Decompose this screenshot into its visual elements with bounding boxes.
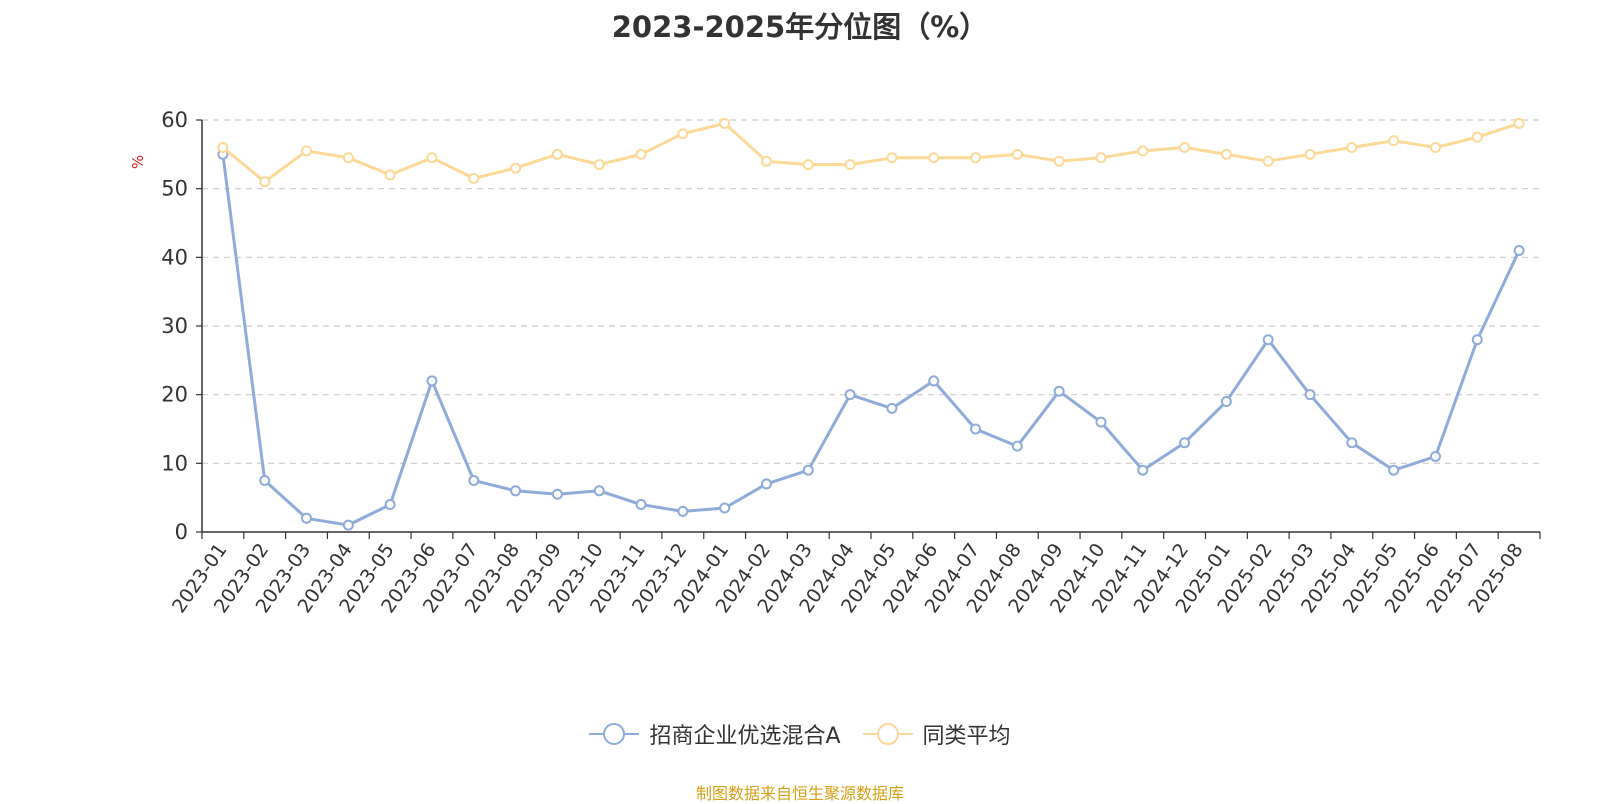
legend-item-series-2[interactable]: 同类平均	[862, 718, 1011, 750]
data-point-series-2[interactable]	[1304, 148, 1316, 160]
legend-marker-series-2	[862, 723, 913, 745]
data-point-series-1[interactable]	[1513, 244, 1525, 256]
data-point-series-1[interactable]	[1346, 437, 1358, 449]
data-point-series-2[interactable]	[970, 152, 982, 164]
data-point-series-2[interactable]	[1137, 145, 1149, 157]
data-point-series-2[interactable]	[1346, 141, 1358, 153]
data-point-series-1[interactable]	[719, 502, 731, 514]
data-point-series-1[interactable]	[928, 375, 940, 387]
data-point-series-1[interactable]	[551, 488, 563, 500]
data-point-series-1[interactable]	[1220, 396, 1232, 408]
data-point-series-2[interactable]	[1513, 117, 1525, 129]
data-point-series-1[interactable]	[1304, 389, 1316, 401]
data-point-series-1[interactable]	[1053, 385, 1065, 397]
y-tick-label-0: 0	[175, 520, 188, 544]
data-point-series-2[interactable]	[677, 128, 689, 140]
data-point-series-2[interactable]	[1388, 135, 1400, 147]
y-axis: 0 10 20 30 40 50 60	[161, 108, 203, 544]
data-point-series-1[interactable]	[886, 402, 898, 414]
data-point-series-2[interactable]	[1471, 131, 1483, 143]
data-point-series-1[interactable]	[342, 519, 354, 531]
y-tick-label-40: 40	[161, 245, 188, 269]
data-point-series-2[interactable]	[468, 172, 480, 184]
series-line-2	[221, 121, 1520, 184]
data-point-series-2[interactable]	[886, 152, 898, 164]
data-point-series-2[interactable]	[1179, 141, 1191, 153]
data-point-series-1[interactable]	[301, 512, 313, 524]
y-tick-label-60: 60	[161, 108, 188, 132]
data-point-series-2[interactable]	[928, 152, 940, 164]
data-point-series-2[interactable]	[259, 176, 271, 188]
data-point-series-1[interactable]	[844, 389, 856, 401]
data-point-series-1[interactable]	[1429, 450, 1441, 462]
data-point-series-2[interactable]	[1095, 152, 1107, 164]
data-point-series-2[interactable]	[510, 162, 522, 174]
data-point-series-2[interactable]	[802, 159, 814, 171]
data-point-series-2[interactable]	[301, 145, 313, 157]
data-point-series-1[interactable]	[259, 475, 271, 486]
data-point-series-2[interactable]	[593, 159, 605, 171]
data-point-series-2[interactable]	[384, 169, 396, 181]
series-layer	[217, 117, 1525, 531]
data-point-series-1[interactable]	[384, 499, 396, 511]
x-axis: 2023-012023-022023-032023-042023-052023-…	[168, 531, 1541, 617]
data-point-series-2[interactable]	[635, 148, 647, 160]
series-line-1	[221, 154, 1521, 527]
legend-label-series-2: 同类平均	[922, 724, 1011, 749]
data-point-series-2[interactable]	[426, 152, 438, 164]
data-point-series-1[interactable]	[1137, 464, 1149, 476]
y-axis-label: %	[129, 155, 147, 169]
data-point-series-1[interactable]	[468, 475, 480, 486]
data-point-series-1[interactable]	[510, 485, 522, 497]
data-point-series-1[interactable]	[1262, 334, 1274, 346]
data-point-series-2[interactable]	[1262, 155, 1274, 167]
data-point-series-1[interactable]	[593, 485, 605, 497]
chart-title: 2023-2025年分位图（%）	[611, 10, 989, 44]
data-point-series-1[interactable]	[677, 505, 689, 517]
y-tick-label-50: 50	[161, 177, 188, 201]
data-source-note: 制图数据来自恒生聚源数据库	[695, 784, 904, 803]
data-point-series-2[interactable]	[1429, 141, 1441, 153]
data-point-series-1[interactable]	[1095, 416, 1107, 428]
data-point-series-2[interactable]	[1220, 148, 1232, 160]
data-point-series-1[interactable]	[635, 499, 647, 511]
legend-label-series-1: 招商企业优选混合A	[649, 724, 841, 749]
data-point-series-2[interactable]	[217, 141, 229, 153]
legend-item-series-1[interactable]: 招商企业优选混合A	[589, 718, 841, 750]
y-tick-label-30: 30	[161, 314, 188, 338]
data-point-series-1[interactable]	[1471, 334, 1483, 346]
data-point-series-2[interactable]	[1011, 148, 1023, 160]
grid-lines	[202, 119, 1540, 464]
data-point-series-2[interactable]	[1053, 155, 1065, 167]
data-point-series-1[interactable]	[802, 464, 814, 476]
data-point-series-2[interactable]	[844, 159, 856, 171]
y-tick-label-20: 20	[161, 383, 188, 407]
data-point-series-2[interactable]	[760, 155, 772, 167]
data-point-series-1[interactable]	[426, 375, 438, 387]
data-point-series-1[interactable]	[1388, 464, 1400, 476]
data-point-series-2[interactable]	[342, 152, 354, 164]
data-point-series-1[interactable]	[970, 423, 982, 435]
legend-marker-series-1	[589, 723, 640, 745]
data-point-series-1[interactable]	[760, 478, 772, 490]
data-point-series-1[interactable]	[1179, 437, 1191, 449]
y-tick-label-10: 10	[161, 451, 188, 475]
data-point-series-2[interactable]	[719, 117, 731, 129]
data-point-series-2[interactable]	[551, 148, 563, 160]
data-point-series-1[interactable]	[1011, 440, 1023, 452]
legend: 招商企业优选混合A 同类平均	[0, 718, 1600, 750]
